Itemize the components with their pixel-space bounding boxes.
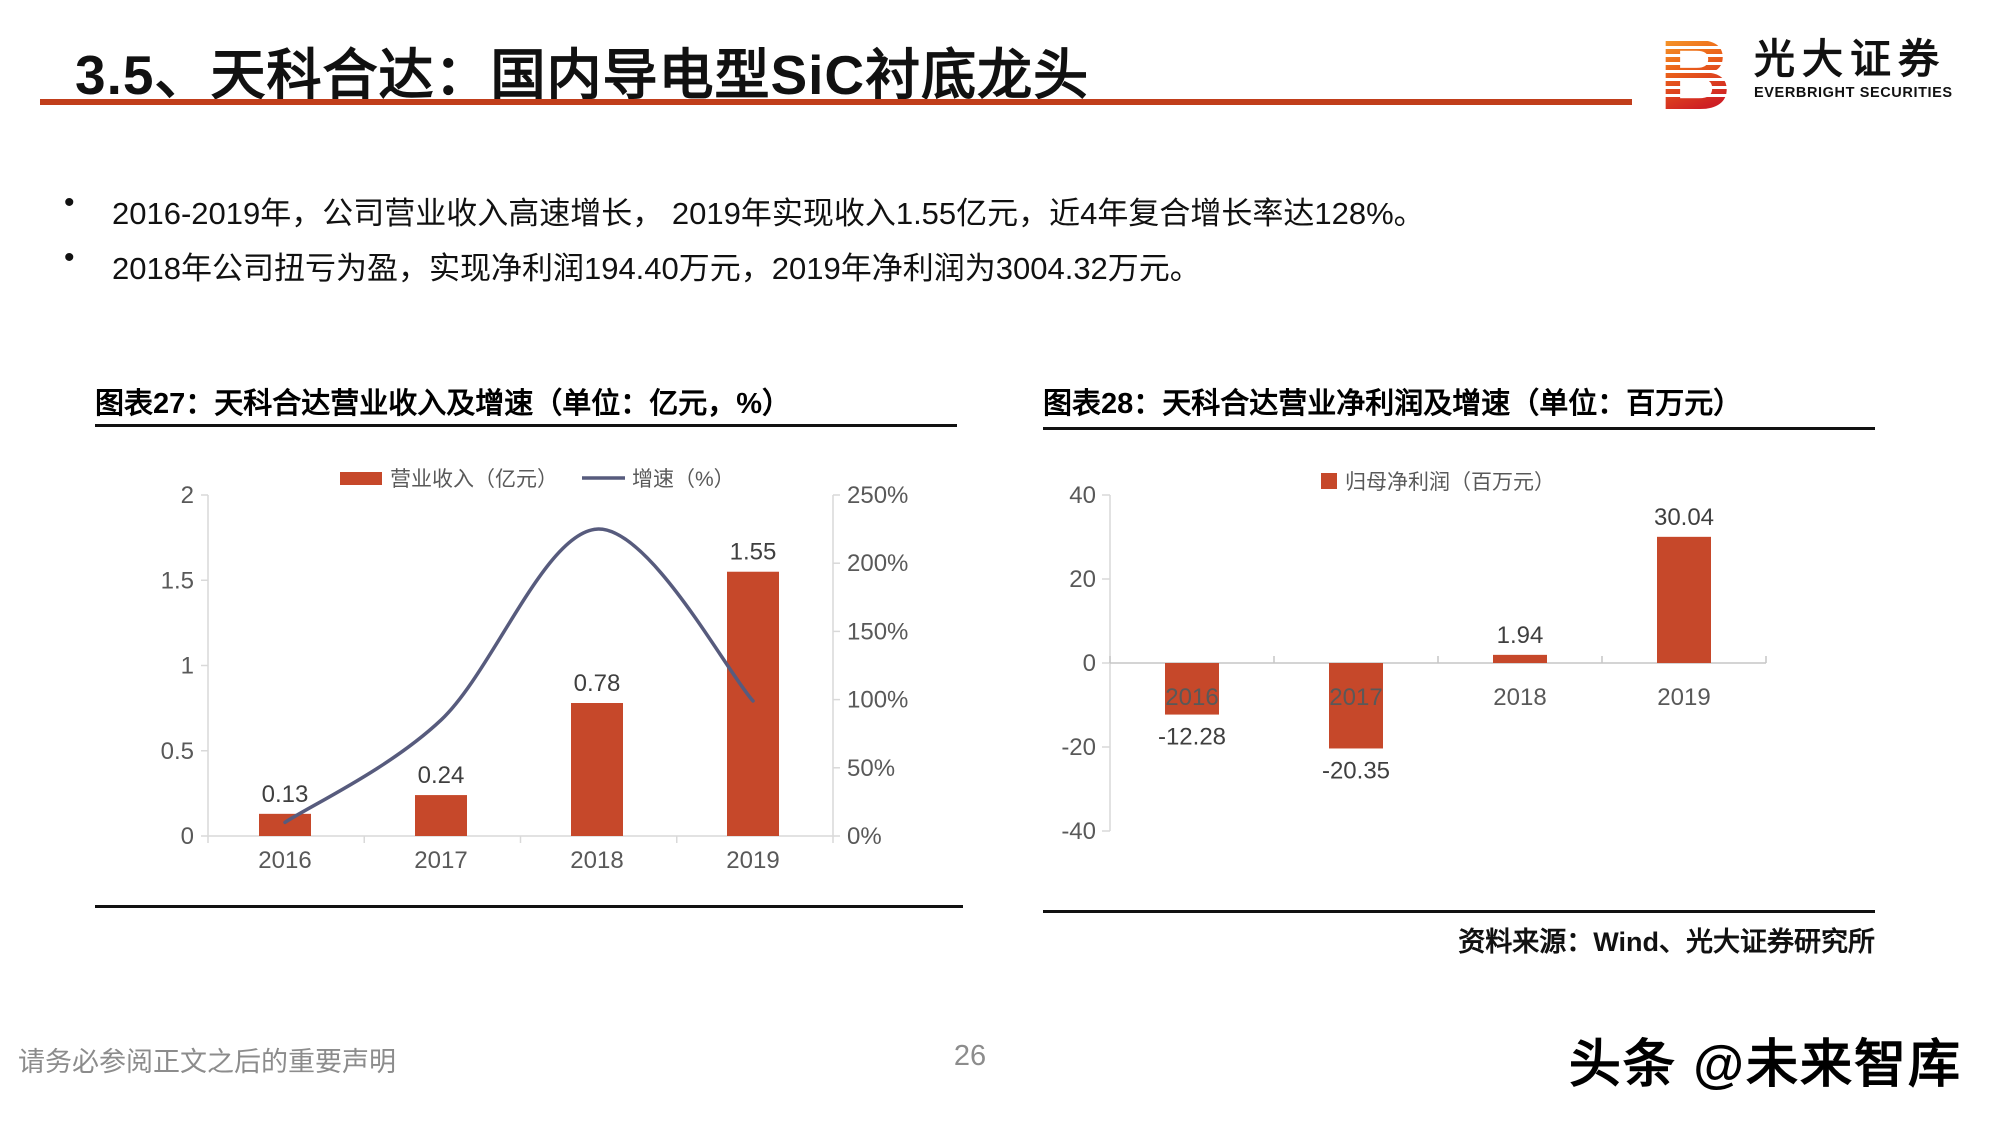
svg-text:2018: 2018: [570, 847, 623, 874]
svg-text:2018: 2018: [1493, 684, 1546, 711]
net-profit-chart: 40 20 0 -20 -40 -12.28 -20.35 1.94 30.04 2016 2017…: [1061, 471, 1767, 845]
svg-text:50%: 50%: [847, 755, 895, 782]
svg-text:0.24: 0.24: [418, 762, 465, 789]
footer-disclaimer: 请务必参阅正文之后的重要声明: [18, 1047, 396, 1077]
svg-text:0.5: 0.5: [161, 738, 194, 765]
svg-text:0.13: 0.13: [262, 781, 309, 808]
svg-text:0.78: 0.78: [574, 670, 621, 697]
svg-text:20: 20: [1069, 566, 1096, 593]
left-chart-title: 图表27：天科合达营业收入及增速（单位：亿元，%）: [95, 388, 792, 420]
svg-text:营业收入（亿元）: 营业收入（亿元）: [390, 468, 558, 491]
svg-text:-12.28: -12.28: [1158, 724, 1226, 751]
page-number: 26: [953, 1040, 987, 1072]
data-source-note: 资料来源：Wind、光大证券研究所: [1458, 927, 1875, 957]
svg-text:-20.35: -20.35: [1322, 757, 1390, 784]
bullet-point-profit: 2018年公司扭亏为盈，实现净利润194.40万元，2019年净利润为3004.…: [60, 241, 1612, 288]
svg-text:2016: 2016: [258, 847, 311, 874]
svg-text:2019: 2019: [726, 847, 779, 874]
brand-name-cn: 光大证券: [1754, 35, 1946, 82]
svg-text:200%: 200%: [847, 550, 908, 577]
page-title: 3.5、天科合达：国内导电型SiC衬底龙头: [75, 44, 1090, 106]
svg-text:1.94: 1.94: [1497, 622, 1544, 649]
svg-text:0: 0: [1083, 650, 1096, 677]
right-chart-title: 图表28：天科合达营业净利润及增速（单位：百万元）: [1043, 388, 1743, 420]
brand-name-en: EVERBRIGHT SECURITIES: [1754, 85, 1953, 102]
revenue-growth-chart: 0 0.5 1 1.5 2 0% 50% 100% 150% 200% 250% 0.13 0.24 0.…: [161, 468, 909, 874]
svg-text:归母净利润（百万元）: 归母净利润（百万元）: [1345, 471, 1555, 494]
svg-text:1.5: 1.5: [161, 567, 194, 594]
svg-text:2017: 2017: [414, 847, 467, 874]
svg-text:1: 1: [181, 653, 194, 680]
everbright-b-icon: B: [1658, 24, 1740, 114]
bullet-point-revenue: 2016-2019年，公司营业收入高速增长， 2019年实现收入1.55亿元，近…: [60, 186, 1612, 233]
svg-text:-20: -20: [1061, 734, 1096, 761]
svg-text:0%: 0%: [847, 823, 882, 850]
svg-text:2016: 2016: [1165, 684, 1218, 711]
svg-text:1.55: 1.55: [730, 539, 777, 566]
brand-logo: B 光大证券 EVERBRIGHT SECURITIES: [1658, 24, 1953, 114]
svg-text:-40: -40: [1061, 818, 1096, 845]
svg-text:0: 0: [181, 823, 194, 850]
title-underline-rule: [40, 99, 1632, 105]
svg-text:250%: 250%: [847, 482, 908, 509]
svg-text:40: 40: [1069, 482, 1096, 509]
right-chart-title-rule: [1043, 427, 1875, 430]
svg-text:100%: 100%: [847, 687, 908, 714]
svg-text:30.04: 30.04: [1654, 504, 1714, 531]
svg-text:增速（%）: 增速（%）: [632, 468, 735, 491]
svg-text:2: 2: [181, 482, 194, 509]
svg-text:150%: 150%: [847, 618, 908, 645]
left-chart-title-rule: [95, 424, 957, 427]
watermark-text: 头条 @未来智库: [1568, 1036, 1962, 1094]
svg-text:2019: 2019: [1657, 684, 1710, 711]
left-chart-bottom-rule: [95, 905, 963, 908]
svg-text:2017: 2017: [1329, 684, 1382, 711]
right-chart-bottom-rule: [1043, 910, 1875, 913]
